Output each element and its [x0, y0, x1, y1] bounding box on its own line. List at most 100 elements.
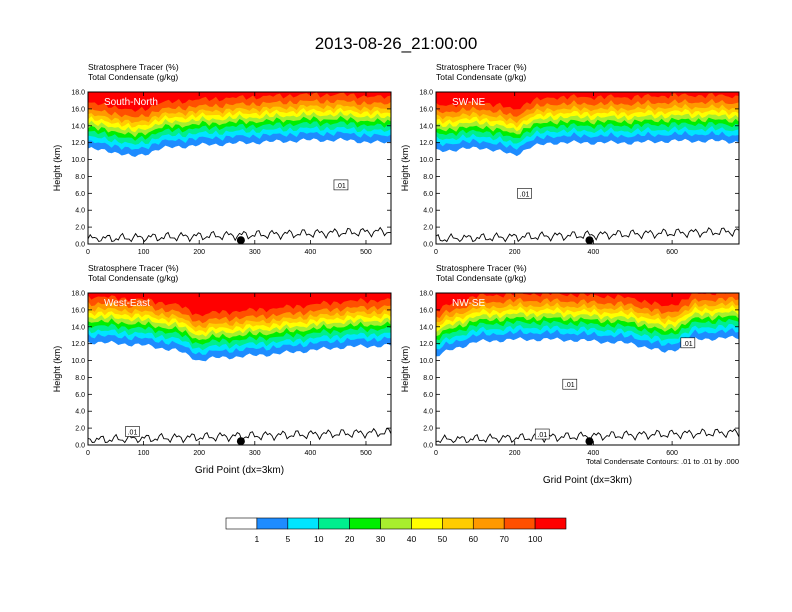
colorbar-label: 30 — [376, 534, 386, 544]
xtick-label: 300 — [249, 450, 261, 457]
ytick-label: 16.0 — [71, 106, 85, 113]
contour-label: .01 — [683, 341, 693, 348]
colorbar-box — [503, 517, 536, 530]
colorbar-box — [318, 517, 350, 530]
location-marker — [585, 236, 594, 244]
ytick-label: 10.0 — [71, 157, 85, 164]
colorbar-box — [442, 517, 474, 530]
ylabel: Height (km) — [400, 346, 410, 393]
plot-area: .01 — [88, 293, 391, 445]
xlabel: Grid Point (dx=3km) — [543, 475, 632, 486]
contour-label-box — [534, 428, 550, 440]
panel-label: SW-NE — [452, 97, 485, 108]
ytick-label: 18.0 — [419, 90, 433, 97]
ytick-label: 18.0 — [71, 291, 85, 298]
plot-frame — [435, 292, 740, 446]
xtick-label: 400 — [305, 450, 317, 457]
xtick-label: 200 — [509, 249, 521, 256]
plot-area: .01 — [88, 92, 391, 244]
ytick-label: 14.0 — [71, 324, 85, 331]
tracer-band-10 — [88, 293, 391, 317]
colorbar-label: 50 — [438, 534, 448, 544]
ytick-label: 0.0 — [423, 443, 433, 450]
contour-label-box — [562, 378, 578, 390]
field-label-condensate: Total Condensate (g/kg) — [88, 273, 178, 283]
colorbar-box — [380, 517, 412, 530]
ytick-label: 18.0 — [419, 291, 433, 298]
contour-label-box — [680, 337, 696, 349]
colorbar-box — [225, 517, 258, 530]
xtick-label: 400 — [588, 450, 600, 457]
ytick-label: 8.0 — [423, 375, 433, 382]
xtick-label: 200 — [193, 249, 205, 256]
contour-label: .01 — [537, 432, 547, 439]
contour-label: .01 — [128, 429, 138, 436]
ytick-label: 10.0 — [419, 157, 433, 164]
ytick-label: 16.0 — [71, 307, 85, 314]
xtick-label: 0 — [86, 450, 90, 457]
location-marker — [585, 437, 594, 445]
xtick-label: 300 — [249, 249, 261, 256]
panel-label: South-North — [104, 97, 158, 108]
ytick-label: 6.0 — [75, 392, 85, 399]
ytick-label: 2.0 — [423, 426, 433, 433]
xtick-label: 100 — [138, 450, 150, 457]
xtick-label: 0 — [434, 450, 438, 457]
field-label-condensate: Total Condensate (g/kg) — [436, 273, 526, 283]
xtick-label: 400 — [305, 249, 317, 256]
contour-label: .01 — [336, 183, 346, 190]
tracer-band-10 — [436, 293, 727, 312]
panel-label: NW-SE — [452, 298, 485, 309]
ylabel: Height (km) — [52, 145, 62, 192]
contour-label-box — [125, 426, 140, 437]
xtick-label: 0 — [434, 249, 438, 256]
ytick-label: 16.0 — [419, 307, 433, 314]
xtick-label: 0 — [86, 249, 90, 256]
ytick-label: 0.0 — [423, 242, 433, 249]
field-label-tracer: Stratosphere Tracer (%) — [436, 263, 527, 273]
colorbar: 1 5 10 20 30 40 50 60 70 100 — [225, 517, 567, 544]
colorbar-box — [287, 517, 320, 530]
ytick-label: 6.0 — [423, 191, 433, 198]
tracer-band-10 — [88, 92, 391, 112]
contour-label-box — [333, 179, 349, 191]
xlabel: Grid Point (dx=3km) — [195, 465, 284, 476]
field-label-condensate: Total Condensate (g/kg) — [88, 72, 178, 82]
terrain-line — [88, 226, 391, 243]
colorbar-label: 60 — [469, 534, 479, 544]
xtick-label: 200 — [509, 450, 521, 457]
field-label-tracer: Stratosphere Tracer (%) — [88, 263, 179, 273]
xtick-label: 600 — [666, 450, 678, 457]
plot-area: .01 .01 .01 — [436, 293, 739, 445]
ytick-label: 12.0 — [71, 140, 85, 147]
ytick-label: 6.0 — [75, 191, 85, 198]
xtick-label: 600 — [666, 249, 678, 256]
ytick-label: 18.0 — [71, 90, 85, 97]
terrain-line — [436, 227, 739, 243]
contour-label: .01 — [520, 191, 530, 198]
ytick-label: 6.0 — [423, 392, 433, 399]
colorbar-label: 70 — [499, 534, 509, 544]
footnote: Total Condensate Contours: .01 to .01 by… — [586, 457, 739, 466]
ytick-label: 4.0 — [75, 409, 85, 416]
colorbar-label: 1 — [255, 534, 260, 544]
colorbar-label: 100 — [528, 534, 542, 544]
panel-label: West-East — [104, 298, 150, 309]
ytick-label: 14.0 — [71, 123, 85, 130]
terrain-line — [88, 427, 391, 444]
colorbar-box — [349, 517, 381, 530]
ytick-label: 8.0 — [75, 174, 85, 181]
xtick-label: 100 — [138, 249, 150, 256]
plot-frame — [87, 91, 392, 245]
ylabel: Height (km) — [400, 145, 410, 192]
ytick-label: 8.0 — [75, 375, 85, 382]
plot-frame — [87, 292, 392, 446]
xtick-label: 400 — [588, 249, 600, 256]
xtick-label: 500 — [360, 249, 372, 256]
panel-sw-ne: Stratosphere Tracer (%)Total Condensate … — [400, 62, 740, 256]
colorbar-label: 5 — [285, 534, 290, 544]
plot-area: .01 — [436, 92, 739, 244]
ytick-label: 4.0 — [423, 409, 433, 416]
tracer-band-10 — [436, 92, 739, 110]
panel-nw-se: Stratosphere Tracer (%)Total Condensate … — [400, 263, 740, 486]
